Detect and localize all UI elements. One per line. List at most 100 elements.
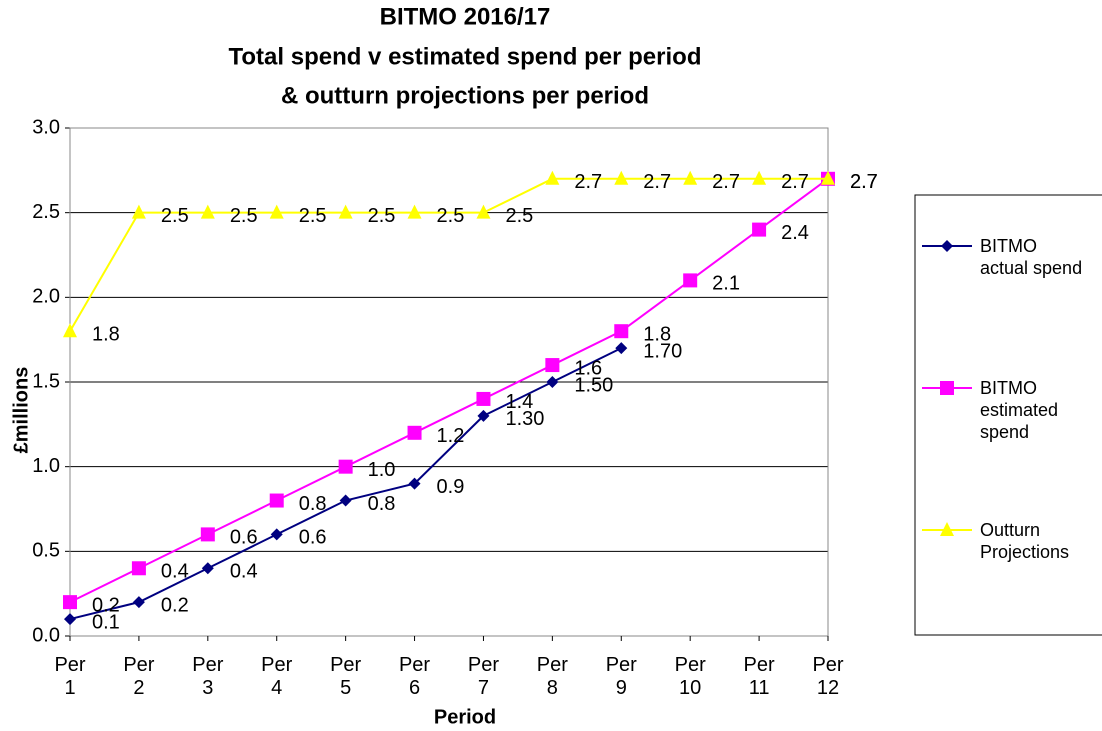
- x-axis-label: Period: [434, 706, 496, 728]
- marker: [683, 170, 698, 185]
- x-tick-label: Per 1: [54, 654, 86, 699]
- data-label: 1.2: [437, 425, 465, 447]
- marker: [200, 527, 215, 542]
- marker: [752, 222, 767, 237]
- x-tick-label: Per 12: [812, 654, 844, 699]
- y-axis-label: £millions: [10, 367, 32, 454]
- marker: [683, 273, 698, 288]
- marker: [546, 376, 559, 388]
- marker: [545, 170, 560, 185]
- marker: [339, 494, 352, 507]
- marker: [752, 170, 767, 185]
- legend-box: [914, 194, 1102, 636]
- series-line: [69, 347, 622, 621]
- marker: [131, 561, 146, 576]
- chart-subtitle: & outturn projections per period: [281, 82, 649, 109]
- legend-label: BITMO actual spend: [980, 236, 1083, 278]
- marker: [476, 391, 491, 406]
- x-tick-label: Per 9: [605, 654, 637, 699]
- marker: [131, 204, 146, 219]
- data-label: 1.30: [505, 408, 544, 430]
- data-label: 2.5: [299, 205, 327, 227]
- marker: [407, 204, 422, 219]
- data-label: 0.2: [161, 594, 189, 616]
- marker: [200, 204, 215, 219]
- data-label: 2.7: [574, 171, 602, 193]
- marker: [201, 562, 214, 575]
- marker: [63, 595, 77, 610]
- data-label: 1.8: [643, 323, 671, 345]
- marker: [270, 528, 283, 541]
- x-tick-label: Per 2: [123, 654, 155, 699]
- x-tick-label: Per 3: [192, 654, 224, 699]
- data-label: 2.4: [781, 222, 809, 244]
- data-label: 2.5: [437, 205, 465, 227]
- marker: [615, 342, 628, 355]
- y-tick-label: 2.0: [32, 286, 60, 308]
- x-tick-label: Per 5: [330, 654, 362, 699]
- data-label: 2.1: [712, 273, 740, 295]
- data-label: 0.2: [92, 594, 120, 616]
- y-tick-label: 1.0: [32, 455, 60, 477]
- marker: [545, 358, 560, 373]
- marker: [269, 204, 284, 219]
- marker: [940, 381, 954, 395]
- data-label: 0.4: [230, 561, 258, 583]
- legend-label: Outturn Projections: [980, 520, 1070, 562]
- chart-title: BITMO 2016/17: [380, 3, 551, 30]
- y-tick-label: 3.0: [32, 116, 60, 138]
- data-label: 2.5: [368, 205, 396, 227]
- data-label: 2.7: [850, 171, 878, 193]
- data-label: 0.9: [437, 476, 465, 498]
- marker: [821, 170, 835, 185]
- data-label: 0.6: [299, 527, 327, 549]
- series-line: [69, 177, 829, 604]
- marker: [64, 613, 76, 626]
- data-label: 1.70: [643, 340, 682, 362]
- marker: [338, 204, 353, 219]
- data-label: 2.7: [643, 171, 671, 193]
- x-tick-label: Per 6: [398, 654, 431, 699]
- marker: [338, 459, 353, 474]
- marker: [940, 522, 954, 536]
- x-tick-label: Per 7: [467, 654, 500, 699]
- data-label: 0.8: [299, 493, 327, 515]
- chart-subtitle: Total spend v estimated spend per period: [229, 43, 702, 70]
- legend-label: BITMO estimated spend: [980, 378, 1059, 442]
- data-label: 0.1: [92, 611, 120, 633]
- marker: [269, 493, 284, 508]
- x-tick-label: Per 4: [261, 654, 293, 699]
- data-label: 2.5: [161, 205, 189, 227]
- marker: [614, 324, 629, 339]
- data-label: 1.50: [574, 374, 613, 396]
- data-label: 2.7: [850, 171, 878, 193]
- x-tick-label: Per 8: [536, 654, 568, 699]
- data-label: 2.7: [781, 171, 809, 193]
- data-label: 1.4: [505, 391, 533, 413]
- series-line: [69, 177, 828, 332]
- marker: [408, 477, 421, 490]
- marker: [132, 596, 145, 609]
- y-tick-label: 0.0: [32, 624, 60, 646]
- data-label: 0.6: [230, 527, 258, 549]
- marker: [407, 425, 422, 440]
- data-label: 1.8: [92, 323, 120, 345]
- marker: [941, 240, 953, 252]
- data-label: 0.8: [368, 493, 396, 515]
- marker: [63, 323, 77, 338]
- data-label: 2.5: [505, 205, 533, 227]
- y-tick-label: 0.5: [32, 540, 60, 562]
- plot-border: [69, 127, 829, 637]
- y-tick-label: 1.5: [32, 370, 60, 392]
- data-label: 1.0: [368, 459, 396, 481]
- data-label: 2.5: [230, 205, 258, 227]
- marker: [477, 409, 490, 422]
- x-tick-label: Per 11: [743, 654, 775, 699]
- marker: [476, 204, 491, 219]
- x-tick-label: Per 10: [674, 654, 706, 699]
- data-label: 0.4: [161, 561, 189, 583]
- data-label: 2.7: [712, 171, 740, 193]
- marker: [614, 170, 629, 185]
